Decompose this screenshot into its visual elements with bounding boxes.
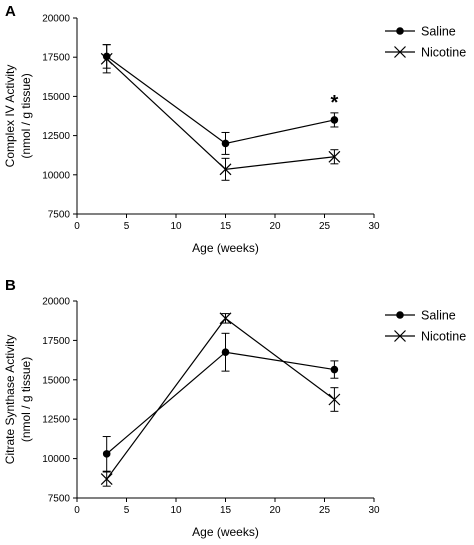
data-point-nicotine-stroke-2 (219, 163, 232, 176)
panel-a-chart: A 0 5 10 15 20 25 30 7500 10000 12500 15000 17500 20… (3, 3, 466, 255)
data-point-nicotine-stroke-2 (328, 150, 341, 163)
y-tick-label: 10000 (42, 170, 70, 181)
panel-b-chart: B 0 5 10 15 20 25 30 7500 10000 12500 15000 17500 20… (3, 277, 466, 539)
data-point-nicotine-stroke-2 (219, 312, 232, 325)
x-tick-label: 30 (368, 505, 380, 516)
y-tick-label: 7500 (48, 494, 71, 505)
x-tick-label: 15 (220, 221, 232, 232)
legend-label-saline: Saline (421, 309, 456, 323)
x-tick-label: 0 (74, 221, 80, 232)
x-tick-label: 25 (319, 221, 331, 232)
data-point-saline (102, 450, 111, 458)
data-point-nicotine-stroke-2 (100, 473, 113, 486)
x-tick-label: 25 (319, 505, 331, 516)
legend-marker-nicotine-stroke-2 (394, 46, 406, 58)
x-tick-label: 10 (170, 221, 182, 232)
y-tick-label: 10000 (42, 454, 70, 465)
legend-label-saline: Saline (421, 25, 456, 39)
data-point-saline (221, 139, 230, 148)
legend-marker-nicotine (394, 330, 406, 342)
series-line-nicotine (106, 317, 335, 480)
legend-marker-saline (396, 27, 404, 35)
series-line-nicotine (106, 58, 335, 170)
x-tick-label: 20 (269, 221, 281, 232)
significance-star: * (331, 92, 339, 114)
data-point-nicotine (100, 52, 113, 65)
data-point-nicotine-stroke-2 (328, 393, 341, 406)
series-line-saline (106, 55, 335, 145)
data-point-nicotine-stroke-2 (100, 52, 113, 65)
legend-marker-saline (396, 311, 404, 319)
legend-marker-nicotine-stroke-2 (394, 330, 406, 342)
data-point-nicotine (100, 473, 113, 486)
legend-label-nicotine: Nicotine (421, 46, 466, 60)
x-tick-label: 30 (368, 221, 380, 232)
x-tick-label: 15 (220, 505, 232, 516)
data-point-nicotine (219, 312, 232, 325)
panel-b-letter: B (5, 277, 16, 294)
series-line-saline (106, 351, 335, 455)
y-tick-label: 15000 (42, 92, 70, 103)
legend-marker-nicotine (394, 46, 406, 58)
y-tick-label: 20000 (42, 14, 70, 25)
y-tick-label: 17500 (42, 336, 70, 347)
x-axis-label: Age (weeks) (192, 241, 259, 255)
x-tick-label: 0 (74, 505, 80, 516)
data-point-nicotine (328, 393, 341, 406)
x-tick-label: 5 (124, 221, 130, 232)
y-tick-label: 15000 (42, 375, 70, 386)
panel-a-letter: A (5, 3, 16, 20)
x-tick-label: 20 (269, 505, 281, 516)
x-tick-label: 10 (170, 505, 182, 516)
y-axis-label-line-1: Citrate Synthase Activity (3, 335, 17, 464)
data-point-saline (221, 348, 230, 357)
y-tick-label: 20000 (42, 297, 70, 308)
y-tick-label: 7500 (48, 210, 71, 221)
data-point-nicotine (219, 163, 232, 176)
y-tick-label: 17500 (42, 53, 70, 64)
y-tick-label: 12500 (42, 415, 70, 426)
data-point-saline (330, 116, 339, 124)
x-axis-label: Age (weeks) (192, 525, 259, 539)
legend-label-nicotine: Nicotine (421, 330, 466, 344)
y-tick-label: 12500 (42, 131, 70, 142)
data-point-saline (330, 365, 339, 374)
y-axis-label-line-2: (nmol / g tissue) (19, 357, 33, 442)
y-axis-label-line-2: (nmol / g tissue) (19, 73, 33, 158)
data-point-nicotine (328, 150, 341, 163)
y-axis-label-line-1: Complex IV Activity (3, 65, 17, 168)
x-tick-label: 5 (124, 505, 130, 516)
